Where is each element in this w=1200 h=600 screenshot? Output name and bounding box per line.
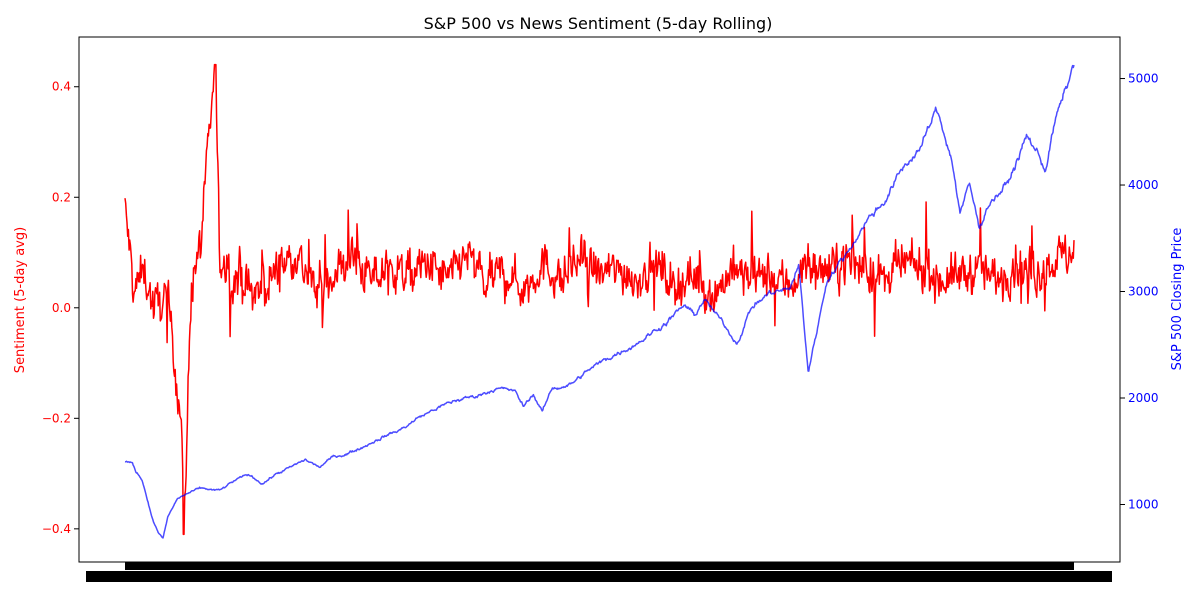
y-left-tick-label: −0.4 (42, 522, 71, 536)
left-axis: 0.4 0.2 0.0 −0.2 −0.4 (42, 80, 79, 536)
y-right-axis-label: S&P 500 Closing Price (1170, 228, 1185, 371)
x-axis-tick-band (86, 562, 1112, 582)
y-left-tick-label: 0.0 (52, 301, 71, 315)
y-right-tick-label: 4000 (1128, 178, 1159, 192)
y-right-tick-label: 2000 (1128, 391, 1159, 405)
price-series-line (124, 64, 1075, 539)
y-right-tick-label: 3000 (1128, 285, 1159, 299)
y-left-axis-label: Sentiment (5-day avg) (13, 227, 28, 373)
y-right-tick-label: 1000 (1128, 497, 1159, 511)
x-tick-marks-band (125, 562, 1074, 570)
right-axis: 5000 4000 3000 2000 1000 (1120, 72, 1159, 511)
y-right-tick-label: 5000 (1128, 72, 1159, 86)
y-left-tick-label: 0.2 (52, 190, 71, 204)
x-tick-labels-band (86, 571, 1112, 582)
sentiment-series-line (124, 63, 1075, 536)
chart-title: S&P 500 vs News Sentiment (5-day Rolling… (424, 14, 773, 33)
series-layer (124, 63, 1075, 539)
y-left-tick-label: −0.2 (42, 411, 71, 425)
y-left-tick-label: 0.4 (52, 80, 71, 94)
